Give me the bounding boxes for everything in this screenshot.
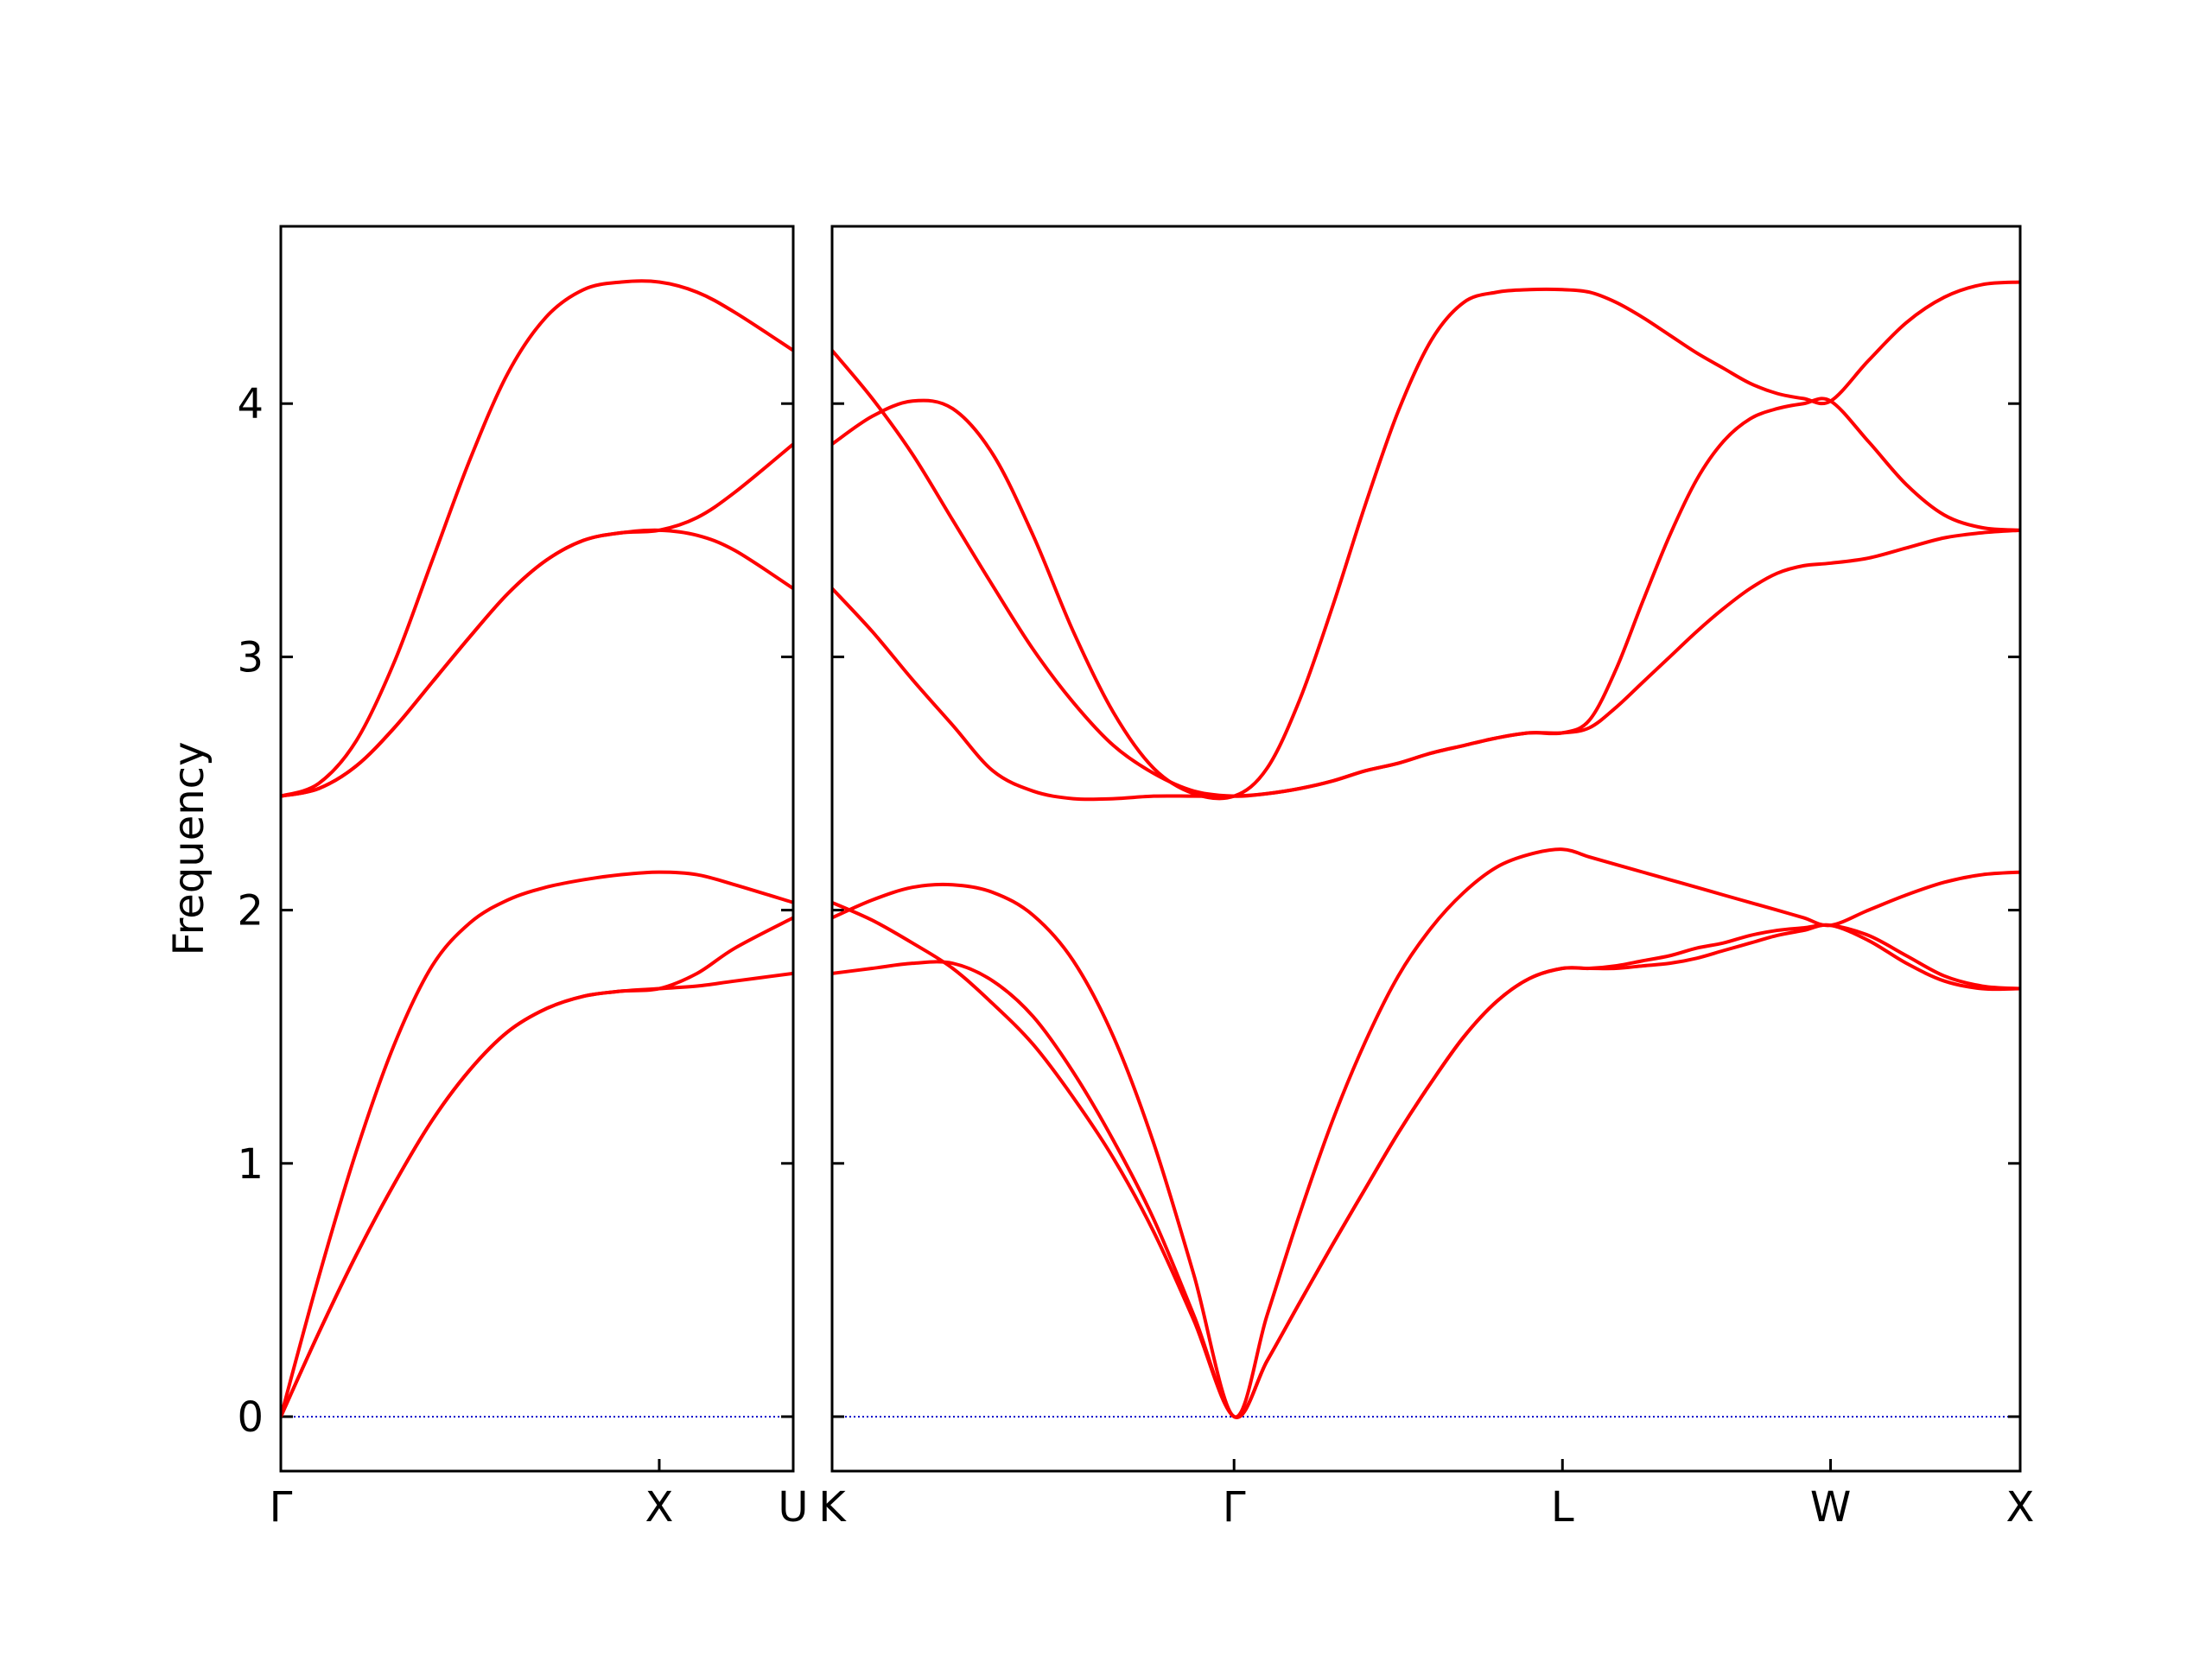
x-tick-label: X	[2006, 1483, 2035, 1532]
x-tick-label: Γ	[270, 1483, 293, 1532]
x-tick-label: L	[1551, 1483, 1574, 1532]
band-line	[281, 279, 793, 798]
y-tick-label: 2	[237, 887, 264, 936]
y-tick-label: 0	[237, 1393, 264, 1442]
x-tick-label: K	[818, 1483, 847, 1532]
x-tick-label: Γ	[1223, 1483, 1246, 1532]
y-tick-label: 4	[237, 380, 264, 428]
band-line	[281, 870, 793, 1418]
band-line	[281, 442, 793, 798]
band-line	[832, 528, 2020, 802]
y-axis-label: Frequency	[165, 742, 213, 956]
band-line	[281, 528, 793, 798]
x-tick-label: W	[1810, 1483, 1851, 1532]
y-tick-label: 1	[237, 1140, 264, 1189]
band-line	[281, 971, 793, 1418]
axes-frame	[279, 225, 795, 1473]
band-line	[832, 280, 2020, 801]
band-line	[281, 916, 793, 1418]
band-line	[832, 847, 2020, 1419]
band-line	[832, 900, 2020, 1419]
band-line	[832, 349, 2020, 798]
y-tick-label: 3	[237, 633, 264, 682]
x-tick-label: X	[645, 1483, 674, 1532]
x-tick-label: U	[778, 1483, 808, 1532]
axes-frame	[830, 225, 2022, 1473]
band-line	[832, 923, 2020, 1419]
